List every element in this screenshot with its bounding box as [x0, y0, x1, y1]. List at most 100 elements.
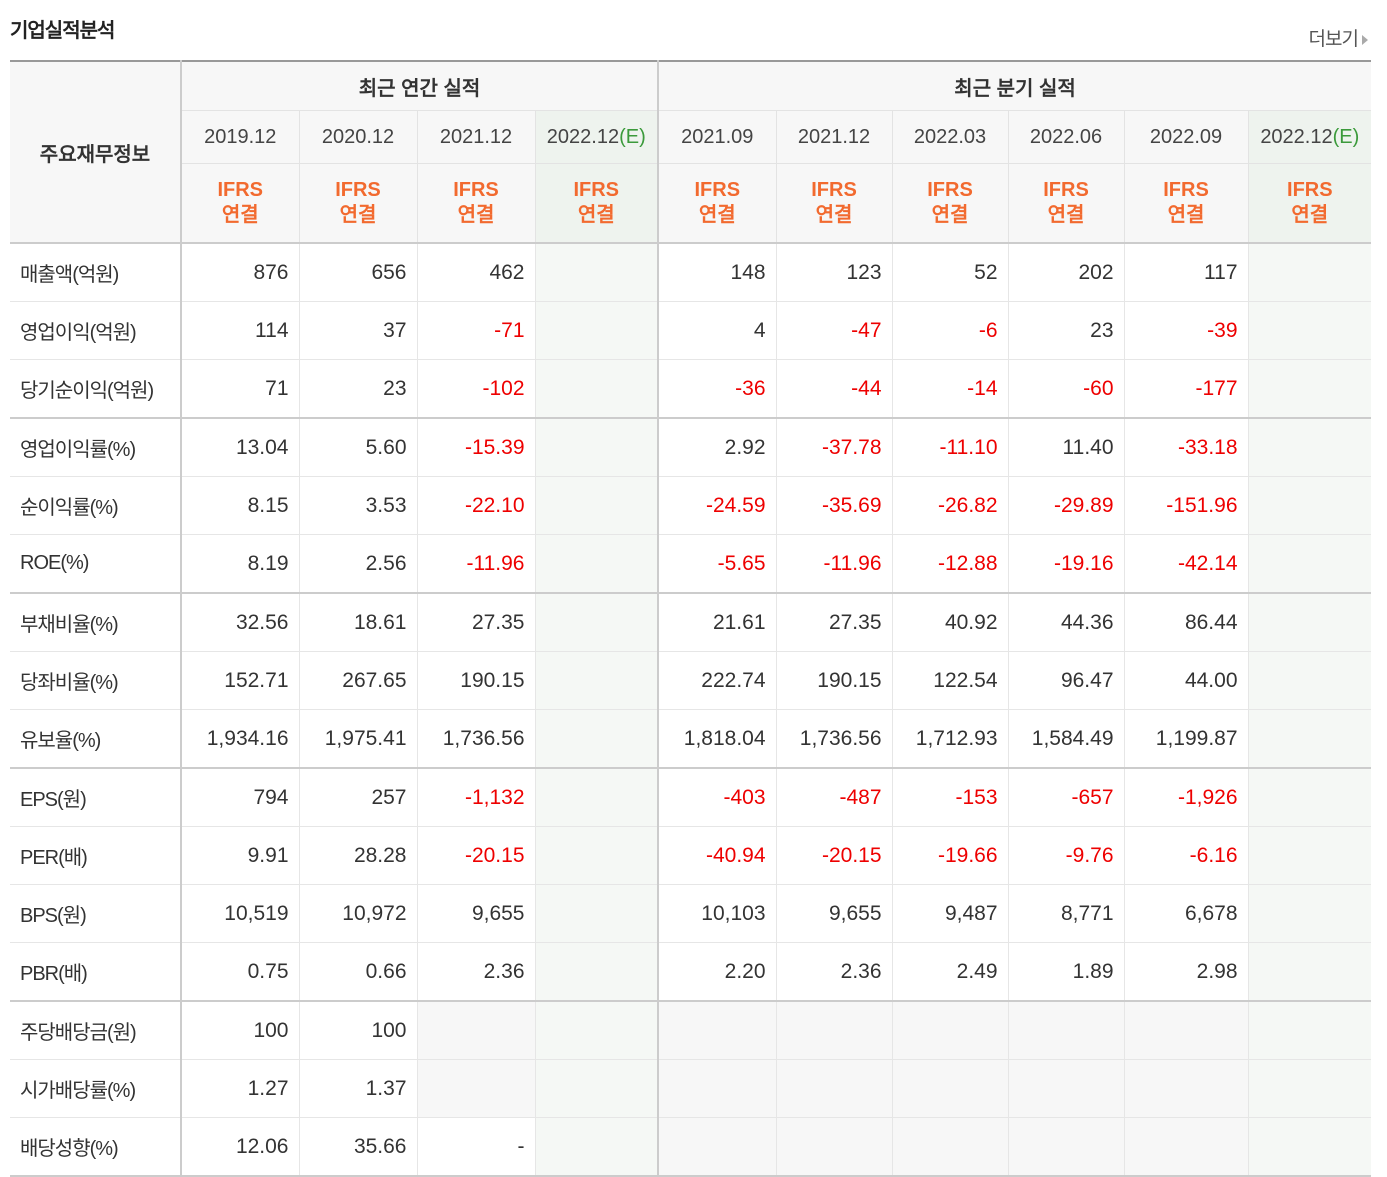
value-cell: -177 [1123, 359, 1249, 419]
value-cell: 9,487 [891, 884, 1009, 943]
value-cell: -26.82 [891, 476, 1009, 535]
accounting-basis: IFRS 연결 [657, 163, 777, 244]
empty-cell [775, 1000, 893, 1060]
empty-cell [534, 826, 660, 885]
period-header: 2022.12(E) [1247, 110, 1372, 164]
standard: IFRS [217, 179, 264, 201]
value-cell: 9.91 [180, 826, 300, 885]
value-cell: 202 [1007, 242, 1125, 302]
value-cell: -11.96 [416, 534, 536, 594]
estimate-note: (E) [1332, 125, 1360, 148]
quarter-group-header: 최근 분기 실적 [657, 60, 1372, 111]
value-cell: 123 [775, 242, 893, 302]
accounting-basis: IFRS 연결 [416, 163, 536, 244]
empty-cell [1247, 767, 1372, 827]
data-row: 주당배당금(원) 100 100 [10, 1000, 1372, 1060]
row-label: 부채비율(%) [10, 592, 182, 652]
row-label: 당좌비율(%) [10, 651, 182, 710]
date-row: 2019.12 2020.12 2021.12 2022.12(E) 2021.09 20… [10, 110, 1372, 164]
value-cell: 1.89 [1007, 942, 1125, 1002]
data-row: 영업이익(억원) 114 37 -71 4 -47 -6 23 -39 [10, 301, 1372, 360]
empty-cell [1123, 1117, 1249, 1177]
value-cell: 1,975.41 [298, 709, 418, 769]
data-row: ROE(%) 8.19 2.56 -11.96 -5.65 -11.96 -12.88 -19… [10, 534, 1372, 594]
accounting-basis: IFRS 연결 [180, 163, 300, 244]
value-cell: 21.61 [657, 592, 777, 652]
value-cell: -22.10 [416, 476, 536, 535]
value-cell: -14 [891, 359, 1009, 419]
standard: IFRS [573, 179, 620, 201]
empty-cell [1247, 242, 1372, 302]
empty-cell [534, 1117, 660, 1177]
more-link[interactable]: 더보기 [1309, 24, 1369, 51]
value-cell: -29.89 [1007, 476, 1125, 535]
data-row: 영업이익률(%) 13.04 5.60 -15.39 2.92 -37.78 -11.10 1… [10, 417, 1372, 477]
value-cell: 0.75 [180, 942, 300, 1002]
value-cell: 37 [298, 301, 418, 360]
value-cell: 11.40 [1007, 417, 1125, 477]
standard: IFRS [453, 179, 499, 201]
value-cell: 1,199.87 [1123, 709, 1249, 769]
value-cell: 52 [891, 242, 1009, 302]
standard: IFRS [811, 179, 857, 201]
value-cell: 257 [298, 767, 418, 827]
value-cell: -24.59 [657, 476, 777, 535]
data-row: PBR(배) 0.75 0.66 2.36 2.20 2.36 2.49 1.89 2.98 [10, 942, 1372, 1002]
row-label: EPS(원) [10, 767, 182, 827]
value-cell: 9,655 [775, 884, 893, 943]
value-cell: 100 [298, 1000, 418, 1060]
value-cell: -42.14 [1123, 534, 1249, 594]
more-text[interactable]: 더보기 [1308, 29, 1359, 50]
value-cell: -37.78 [775, 417, 893, 477]
value-cell: 117 [1123, 242, 1249, 302]
empty-cell [534, 884, 660, 943]
value-cell: 8.19 [180, 534, 300, 594]
value-cell: -151.96 [1123, 476, 1249, 535]
data-row: 부채비율(%) 32.56 18.61 27.35 21.61 27.35 40.92 44.… [10, 592, 1372, 652]
data-row: 당기순이익(억원) 71 23 -102 -36 -44 -14 -60 -177 [10, 359, 1372, 419]
empty-cell [1247, 884, 1372, 943]
value-cell: 114 [180, 301, 300, 360]
value-cell: -40.94 [657, 826, 777, 885]
value-cell: -6 [891, 301, 1009, 360]
value-cell: 2.56 [298, 534, 418, 594]
value-cell: 8.15 [180, 476, 300, 535]
row-label: 영업이익률(%) [10, 417, 182, 477]
value-cell: 23 [1007, 301, 1125, 360]
empty-cell [891, 1117, 1009, 1177]
value-cell: 71 [180, 359, 300, 419]
data-row: PER(배) 9.91 28.28 -20.15 -40.94 -20.15 -19.66-… [10, 826, 1372, 885]
value-cell: 2.92 [657, 417, 777, 477]
empty-cell [1247, 1117, 1372, 1177]
value-cell: 86.44 [1123, 592, 1249, 652]
empty-cell [534, 476, 660, 535]
empty-cell [416, 1000, 536, 1060]
value-cell: -19.16 [1007, 534, 1125, 594]
value-cell: 44.36 [1007, 592, 1125, 652]
empty-cell [1247, 1000, 1372, 1060]
empty-cell [1247, 534, 1372, 594]
value-cell: 1,736.56 [775, 709, 893, 769]
empty-cell [775, 1059, 893, 1118]
value-cell: -9.76 [1007, 826, 1125, 885]
value-cell: -153 [891, 767, 1009, 827]
standard: IFRS [335, 179, 381, 201]
value-cell: 2.20 [657, 942, 777, 1002]
value-cell: 0.66 [298, 942, 418, 1002]
value-cell: -11.10 [891, 417, 1009, 477]
empty-cell [1123, 1000, 1249, 1060]
value-cell: 152.71 [180, 651, 300, 710]
value-cell: -403 [657, 767, 777, 827]
data-row: EPS(원) 794 257 -1,132 -403 -487 -153 -657 -1,926 [10, 767, 1372, 827]
empty-cell [534, 767, 660, 827]
empty-cell [657, 1117, 777, 1177]
row-label: 유보율(%) [10, 709, 182, 769]
value-cell: -20.15 [775, 826, 893, 885]
value-cell: -19.66 [891, 826, 1009, 885]
value-cell: 2.98 [1123, 942, 1249, 1002]
empty-cell [657, 1000, 777, 1060]
more-arrow [1362, 34, 1368, 45]
value-cell: -487 [775, 767, 893, 827]
data-row: 시가배당률(%) 1.27 1.37 [10, 1059, 1372, 1118]
empty-cell [1247, 1059, 1372, 1118]
